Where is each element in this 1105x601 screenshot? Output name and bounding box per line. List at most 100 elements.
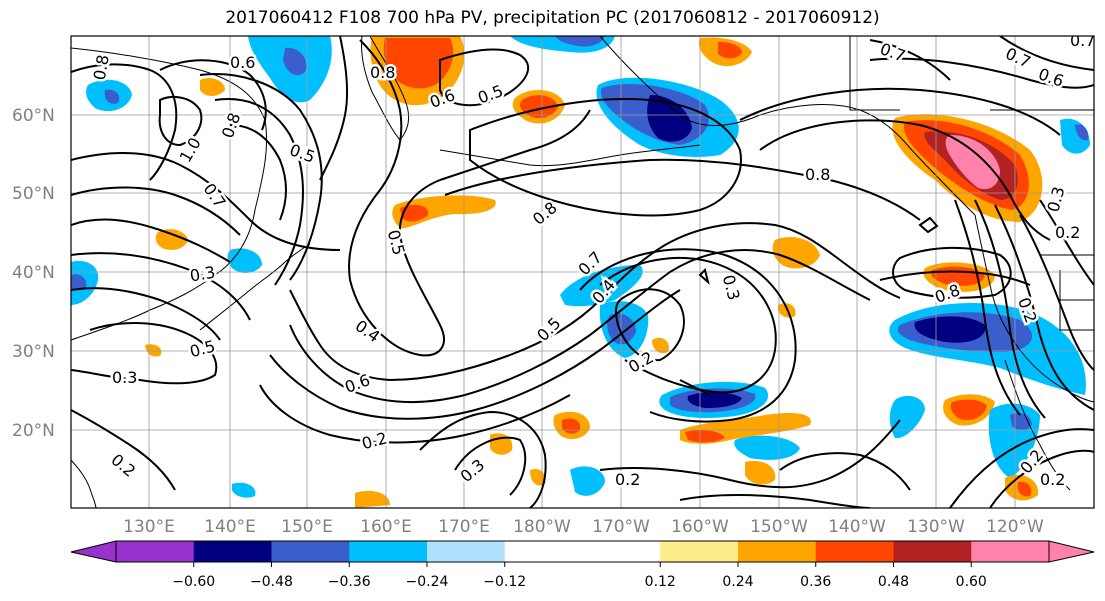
lat-label-50n: 50°N — [12, 184, 55, 204]
longitude-labels: 130°E 140°E 150°E 160°E 170°E 180°W 170°… — [123, 517, 1044, 537]
pv-contour — [439, 109, 591, 181]
contour-label: 0.6 — [230, 53, 255, 72]
asia-coastline — [71, 47, 268, 341]
baja-coastline — [1004, 359, 1071, 491]
negative-anomaly — [232, 482, 256, 498]
lon-label: 120°W — [986, 517, 1044, 537]
pv-contour — [599, 256, 777, 394]
colorbar-extend-low — [70, 540, 117, 563]
pv-contour — [289, 249, 871, 403]
north-america-coastline — [974, 214, 1094, 403]
positive-anomaly — [772, 236, 820, 269]
alaska-canada-border — [849, 36, 900, 111]
pv-contour — [439, 48, 529, 107]
pv-contour — [739, 87, 1061, 136]
lon-label: 150°E — [281, 517, 333, 537]
positive-anomaly — [652, 337, 669, 354]
colorbar-tick-label: 0.60 — [956, 574, 987, 590]
colorbar-cell — [504, 541, 583, 562]
philippines-coastline — [71, 459, 97, 508]
colorbar-cell — [271, 541, 350, 562]
positive-anomaly — [155, 229, 188, 250]
colorbar-cell — [582, 541, 661, 562]
colorbar-outline — [115, 540, 1050, 563]
lon-label: 130°W — [907, 517, 965, 537]
negative-anomaly — [1010, 412, 1032, 431]
pv-contour — [918, 216, 939, 234]
pv-contour — [71, 218, 231, 263]
colorbar-tick-label: 0.24 — [722, 574, 753, 590]
pv-contour — [779, 452, 911, 491]
colorbar: −0.60 −0.48 −0.36 −0.24 −0.12 0.12 0.24 0.36 0.4… — [70, 540, 1095, 590]
lon-label: 140°E — [204, 517, 256, 537]
colorbar-cell — [116, 541, 195, 562]
pv-contour — [71, 409, 176, 491]
pv-contour — [71, 186, 241, 236]
pv-contour — [71, 63, 178, 181]
contour-label: 0.8 — [805, 165, 830, 184]
lat-label-20n: 20°N — [12, 421, 55, 441]
colorbar-cell — [349, 541, 428, 562]
negative-anomaly — [555, 36, 605, 47]
pv-contour — [444, 158, 921, 221]
negative-anomaly — [914, 316, 986, 343]
pv-contour — [989, 449, 1094, 508]
contour-label: 0.7 — [1070, 31, 1095, 50]
map-content: 0.8 0.6 0.8 0.6 0.5 0.7 0.7 0.6 0.7 1.0 … — [71, 31, 1095, 508]
pv-contour — [994, 204, 1094, 411]
colorbar-tick-label: −0.48 — [250, 574, 293, 590]
negative-anomaly — [570, 466, 605, 496]
map-frame — [70, 35, 1095, 509]
lon-label: 180°W — [513, 517, 571, 537]
pv-contour — [289, 222, 901, 382]
pv-contour — [158, 96, 203, 147]
pv-contour — [214, 98, 304, 286]
positive-anomaly — [355, 490, 390, 508]
negative-anomaly — [687, 392, 742, 408]
colorbar-extend-high — [1048, 540, 1095, 563]
colorbar-cell — [193, 541, 272, 562]
positive-anomaly — [950, 399, 987, 420]
colorbar-tick-label: −0.60 — [172, 574, 215, 590]
positive-anomaly — [200, 78, 225, 96]
negative-anomaly — [283, 47, 307, 76]
pv-contour — [949, 428, 1094, 508]
pv-contour — [974, 199, 1046, 419]
colorbar-tick-label: 0.12 — [645, 574, 676, 590]
positive-anomaly — [718, 41, 742, 59]
pv-contour — [71, 322, 218, 385]
negative-anomaly — [560, 265, 643, 307]
negative-anomaly — [1075, 124, 1089, 141]
pv-contour — [71, 287, 221, 341]
negative-anomaly — [734, 435, 800, 460]
pv-contour — [698, 268, 710, 285]
lat-label-40n: 40°N — [12, 263, 55, 283]
positive-anomaly — [383, 38, 454, 89]
pv-contour — [199, 73, 323, 281]
contour-label: 0.2 — [1055, 223, 1080, 242]
lon-label: 160°E — [360, 517, 412, 537]
pv-contour — [454, 436, 527, 496]
map-title: 2017060412 F108 700 hPa PV, precipitatio… — [225, 8, 880, 28]
japan-coastline — [199, 243, 311, 331]
state-border — [1059, 300, 1094, 331]
negative-anomaly — [889, 395, 925, 439]
positive-anomaly — [520, 95, 558, 119]
gridlines — [71, 36, 1094, 508]
lon-label: 140°W — [828, 517, 886, 537]
positive-anomaly — [1017, 481, 1032, 497]
negative-anomaly — [104, 89, 120, 104]
contour-label: 0.2 — [1040, 470, 1065, 489]
pv-contour — [71, 152, 341, 251]
pv-contour — [999, 36, 1094, 71]
pv-contour — [419, 410, 547, 508]
contour-label: 0.3 — [112, 368, 137, 387]
pv-contour — [679, 379, 711, 396]
negative-anomaly — [227, 248, 262, 273]
pv-contour — [1019, 214, 1094, 371]
pv-contour — [869, 39, 951, 81]
pv-contour — [1039, 199, 1094, 286]
colorbar-tick-label: 0.48 — [878, 574, 909, 590]
lon-label: 170°E — [438, 517, 490, 537]
colorbar-cell — [893, 541, 972, 562]
